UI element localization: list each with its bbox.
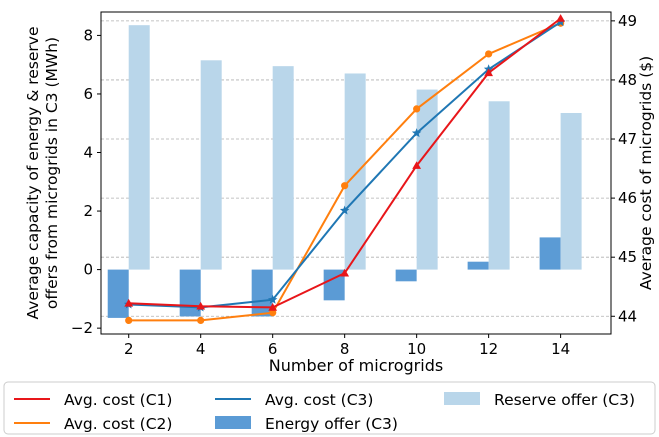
left-axis-label-line: Average capacity of energy & reserve — [24, 26, 42, 319]
x-tick-label: 6 — [268, 340, 278, 358]
bars — [107, 25, 582, 318]
energy-offer-bar — [467, 261, 489, 270]
y-tick-label: 49 — [618, 12, 637, 30]
x-tick-label: 12 — [479, 340, 498, 358]
energy-offer-bar — [395, 269, 417, 282]
reserve-offer-bar — [128, 25, 150, 270]
energy-offer-bar — [539, 237, 561, 270]
data-point — [269, 309, 277, 317]
data-point — [411, 128, 422, 138]
x-tick-label: 8 — [340, 340, 350, 358]
y-tick-label: 47 — [618, 130, 637, 148]
left-axis-label: Average capacity of energy & reserveoffe… — [24, 26, 61, 319]
x-tick-label: 14 — [551, 340, 570, 358]
data-point — [413, 105, 421, 113]
left-axis-ticks: −2 0 2 4 6 8 — [71, 26, 101, 337]
data-point — [124, 298, 134, 307]
data-point — [556, 14, 566, 22]
legend-label: Avg. cost (C2) — [64, 415, 172, 433]
data-point — [341, 182, 349, 190]
data-point — [125, 316, 133, 325]
x-tick-label: 4 — [196, 340, 206, 358]
right-axis-ticks: 44 45 46 47 48 49 — [611, 12, 637, 325]
data-point — [412, 161, 422, 169]
y-tick-label: 4 — [83, 144, 93, 162]
reserve-offer-bar — [200, 60, 222, 270]
legend-label: Avg. cost (C1) — [64, 391, 172, 409]
y-tick-label: 8 — [83, 26, 93, 44]
right-axis-label: Average cost of microgrids ($) — [637, 56, 655, 290]
legend-label: Energy offer (C3) — [265, 415, 398, 433]
x-tick-label: 2 — [124, 340, 134, 358]
energy-offer-bar — [323, 269, 345, 301]
energy-offer-bar — [107, 269, 129, 318]
data-point — [339, 205, 350, 215]
lines — [123, 14, 566, 325]
legend-swatch — [444, 392, 480, 405]
reserve-offer-bar — [488, 101, 510, 270]
data-point — [197, 316, 205, 325]
legend-label: Avg. cost (C3) — [265, 391, 373, 409]
y-tick-label: 0 — [83, 261, 93, 279]
data-point — [268, 303, 278, 311]
reserve-offer-bar — [272, 66, 294, 270]
data-point — [485, 50, 493, 58]
data-point — [196, 301, 206, 310]
y-tick-label: −2 — [71, 319, 93, 337]
y-tick-label: 44 — [618, 307, 637, 325]
y-tick-label: 48 — [618, 71, 637, 89]
legend-swatch — [215, 416, 251, 429]
plot-frame — [100, 11, 612, 335]
legend-label: Reserve offer (C3) — [494, 391, 635, 409]
data-point — [484, 68, 494, 77]
y-tick-label: 46 — [618, 189, 637, 207]
data-point — [340, 268, 350, 277]
y-tick-label: 6 — [83, 85, 93, 103]
left-axis-label-line: offers from microgrids in C3 (MWh) — [43, 37, 61, 309]
y-tick-label: 45 — [618, 248, 637, 266]
y-tick-label: 2 — [83, 202, 93, 220]
energy-offer-bar — [251, 269, 273, 317]
x-axis-label: Number of microgrids — [269, 356, 443, 375]
x-tick-label: 10 — [407, 340, 426, 358]
legend-box — [3, 381, 656, 435]
reserve-offer-bar — [560, 112, 582, 270]
legend: Avg. cost (C1) Avg. cost (C3) Reserve offe… — [3, 381, 656, 435]
reserve-offer-bar — [344, 73, 366, 270]
data-point — [267, 294, 278, 304]
reserve-offer-bar — [416, 89, 438, 270]
x-axis-ticks: 2 4 6 8 10 12 14 — [124, 334, 570, 358]
